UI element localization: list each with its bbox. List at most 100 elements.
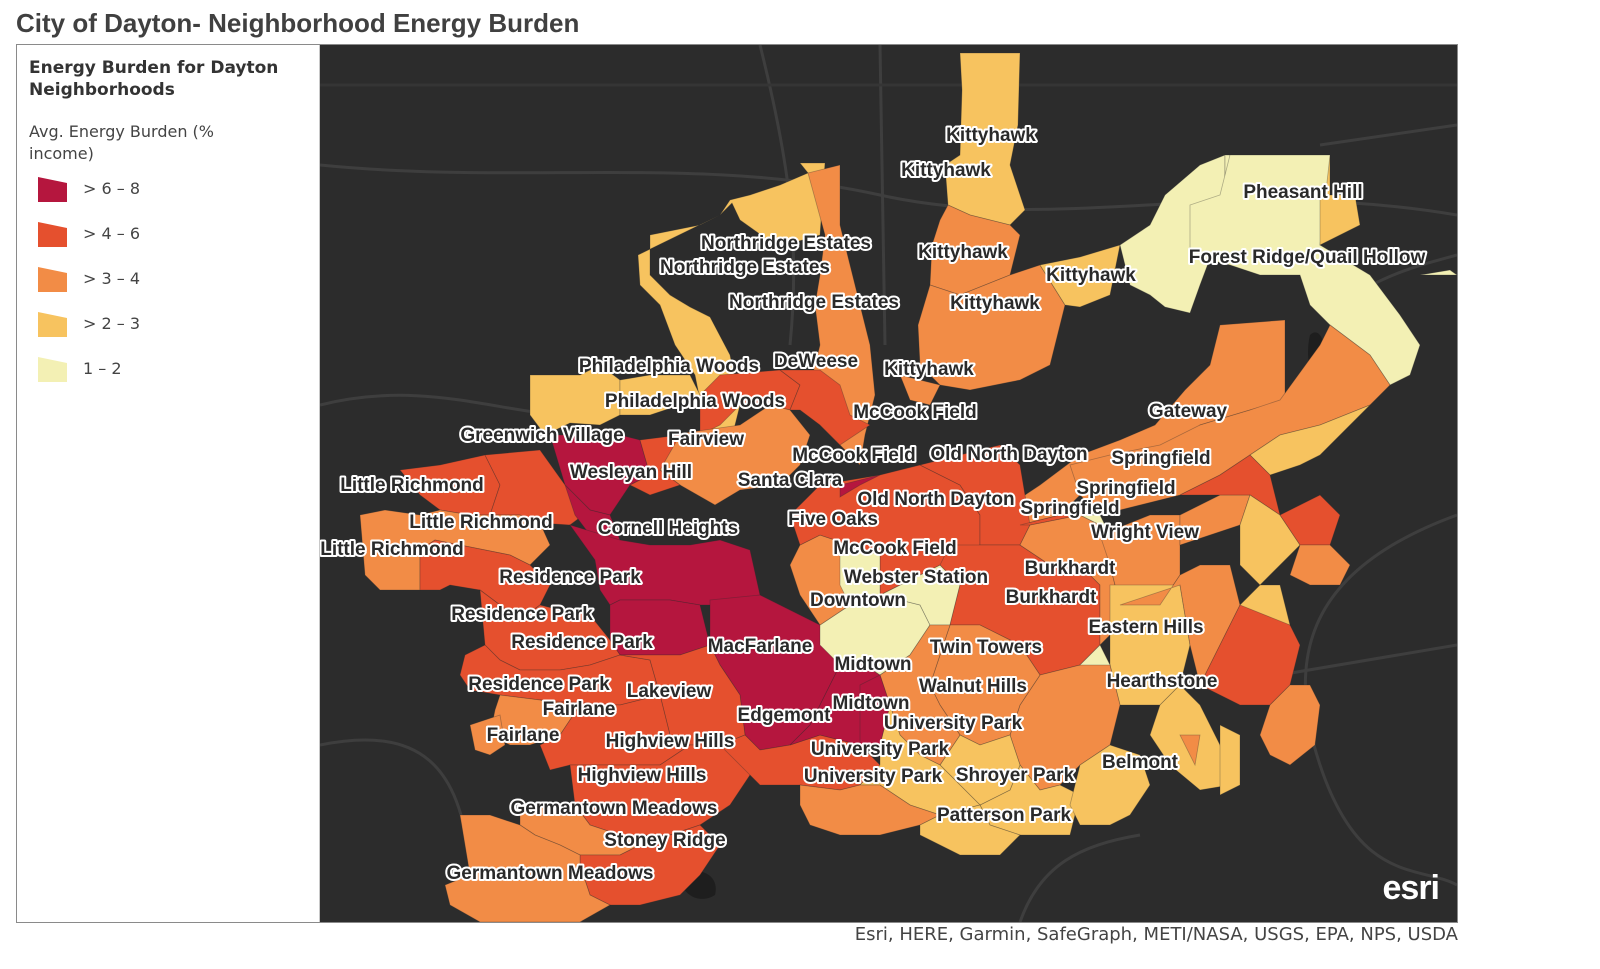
map-label: University Park: [804, 766, 943, 787]
legend-panel: Energy Burden for Dayton Neighborhoods A…: [17, 45, 320, 922]
neighborhood-polygon[interactable]: [1279, 494, 1341, 546]
neighborhood-polygon[interactable]: [1259, 684, 1321, 766]
map-label: Eastern Hills: [1088, 617, 1203, 638]
map-label: Fairlane: [487, 725, 560, 746]
neighborhood-polygon[interactable]: [359, 509, 551, 591]
map-label: Fairview: [668, 429, 744, 450]
neighborhood-polygon[interactable]: [1199, 604, 1301, 706]
neighborhood-polygon[interactable]: [899, 374, 941, 406]
neighborhood-polygon[interactable]: [1179, 454, 1281, 516]
neighborhood-polygon[interactable]: [619, 374, 701, 416]
map-label: Cornell Heights: [598, 518, 738, 539]
map-label: Hearthstone: [1107, 671, 1218, 692]
map-label: Old North Dayton: [857, 489, 1014, 510]
map-label: Webster Station: [844, 567, 988, 588]
legend-subtitle: Avg. Energy Burden (% income): [29, 122, 214, 163]
map-label: Northridge Estates: [701, 233, 871, 254]
legend-label: > 3 – 4: [83, 269, 141, 288]
neighborhood-polygon[interactable]: [1179, 734, 1201, 767]
map-label: Springfield: [1076, 478, 1175, 499]
map-label: Germantown Meadows: [447, 863, 654, 884]
map-label: Kittyhawk: [901, 160, 991, 181]
map-label: Northridge Estates: [729, 292, 899, 313]
neighborhood-polygon[interactable]: [778, 369, 871, 446]
map-label: Wesleyan Hill: [570, 462, 692, 483]
neighborhood-polygon[interactable]: [529, 364, 621, 436]
neighborhood-polygon[interactable]: [469, 714, 506, 756]
map-label: Burkhardt: [1006, 587, 1097, 608]
map-label: Little Richmond: [320, 539, 464, 560]
map-label: Twin Towers: [930, 637, 1042, 658]
map-label: University Park: [811, 739, 950, 760]
map-label: Pheasant Hill: [1243, 182, 1362, 203]
map-label: Burkhardt: [1025, 558, 1116, 579]
map-label: Five Oaks: [788, 509, 878, 530]
neighborhood-polygon[interactable]: [1249, 404, 1371, 476]
legend-label: > 2 – 3: [83, 314, 141, 333]
map-label: Edgemont: [738, 705, 832, 726]
map-widget: Energy Burden for Dayton Neighborhoods A…: [16, 44, 1458, 923]
neighborhood-polygon[interactable]: [1189, 154, 1421, 386]
neighborhood-polygon[interactable]: [839, 474, 881, 498]
neighborhood-polygon[interactable]: [1079, 644, 1111, 666]
map-label: Kittyhawk: [950, 293, 1040, 314]
neighborhood-polygon[interactable]: [917, 264, 1066, 391]
legend-swatch: [38, 267, 67, 292]
map-label: Germantown Meadows: [511, 798, 718, 819]
neighborhood-polygon[interactable]: [484, 449, 591, 526]
neighborhood-polygon[interactable]: [1319, 194, 1361, 246]
neighborhood-polygon[interactable]: [859, 674, 891, 746]
map-label: Patterson Park: [937, 805, 1072, 826]
map-label: University Park: [884, 713, 1023, 734]
neighborhood-polygon[interactable]: [1069, 744, 1151, 826]
neighborhood-polygon[interactable]: [1239, 494, 1301, 586]
map-label: DeWeese: [774, 351, 858, 372]
esri-logo: esri: [1382, 869, 1440, 907]
map-label: Santa Clara: [738, 470, 843, 491]
legend-label: > 6 – 8: [83, 179, 141, 198]
map-canvas[interactable]: Kittyhawk Kittyhawk Pheasant Hill Northr…: [320, 45, 1457, 922]
map-label: Greenwich Village: [460, 425, 623, 446]
neighborhood-polygon[interactable]: [1079, 514, 1111, 536]
map-label: Shroyer Park: [956, 765, 1075, 786]
legend-title: Energy Burden for Dayton Neighborhoods: [29, 58, 279, 100]
map-label: McCook Field: [833, 538, 957, 559]
map-label: Forest Ridge/Quail Hollow: [1189, 247, 1426, 268]
neighborhood-polygon[interactable]: [1219, 724, 1241, 796]
map-label: Residence Park: [468, 674, 610, 695]
map-label: Springfield: [1111, 448, 1210, 469]
map-label: Philadelphia Woods: [579, 356, 759, 377]
neighborhood-labels: Kittyhawk Kittyhawk Pheasant Hill Northr…: [320, 123, 1427, 886]
map-label: Fairlane: [543, 699, 616, 720]
neighborhood-polygon[interactable]: [1039, 244, 1121, 308]
legend-swatch: [38, 312, 67, 337]
map-label: Residence Park: [511, 632, 653, 653]
map-label: Downtown: [810, 590, 906, 611]
neighborhood-polygons[interactable]: [359, 52, 1457, 922]
map-label: MacFarlane: [708, 636, 813, 657]
map-label: Little Richmond: [340, 475, 484, 496]
map-label: McCook Field: [792, 445, 916, 466]
map-label: Northridge Estates: [660, 257, 830, 278]
legend-swatch: [38, 222, 67, 247]
neighborhood-polygon[interactable]: [1069, 324, 1391, 516]
legend-label: 1 – 2: [83, 359, 122, 378]
neighborhood-polygon[interactable]: [1419, 269, 1457, 276]
map-label: Highview Hills: [578, 765, 707, 786]
neighborhood-polygon[interactable]: [444, 814, 611, 922]
map-label: Philadelphia Woods: [605, 391, 785, 412]
map-label: Old North Dayton: [930, 444, 1087, 465]
map-label: Springfield: [1020, 498, 1119, 519]
legend-swatch: [38, 357, 67, 382]
neighborhood-polygon[interactable]: [839, 544, 881, 606]
map-label: Kittyhawk: [1046, 265, 1136, 286]
neighborhood-polygon[interactable]: [919, 804, 1021, 856]
map-view[interactable]: Kittyhawk Kittyhawk Pheasant Hill Northr…: [320, 45, 1457, 922]
neighborhood-polygon[interactable]: [1239, 584, 1291, 626]
map-attribution: Esri, HERE, Garmin, SafeGraph, METI/NASA…: [854, 924, 1458, 945]
neighborhood-polygon[interactable]: [1289, 544, 1351, 586]
neighborhood-polygon[interactable]: [629, 434, 681, 496]
map-label: Residence Park: [451, 604, 593, 625]
page-title: City of Dayton- Neighborhood Energy Burd…: [16, 8, 580, 38]
map-label: McCook Field: [853, 402, 977, 423]
